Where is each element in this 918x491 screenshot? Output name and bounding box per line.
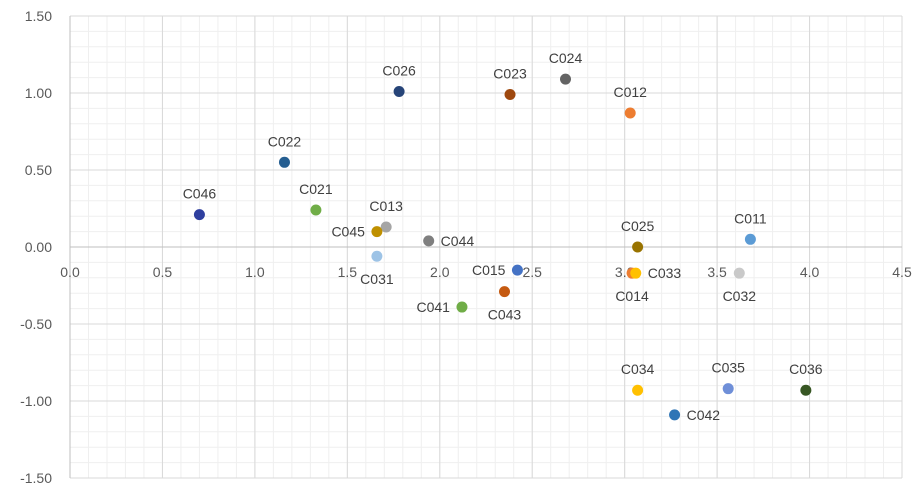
data-label-c044: C044 <box>441 233 475 249</box>
data-labels: C011 C012 C013 C014 C015 C021 C022 C023 C024 C025… <box>183 50 823 423</box>
data-label-c011: C011 <box>734 210 767 226</box>
y-tick-label: -1.00 <box>20 393 52 409</box>
data-point-c015 <box>511 264 523 276</box>
data-label-c031: C031 <box>360 271 394 287</box>
data-point-c023 <box>504 89 516 101</box>
data-label-c025: C025 <box>621 218 655 234</box>
x-tick-label: 1.5 <box>338 264 358 280</box>
data-point-c036 <box>800 384 812 396</box>
data-point-c035 <box>722 383 734 395</box>
x-tick-label: 1.0 <box>245 264 265 280</box>
data-label-c033: C033 <box>648 265 682 281</box>
x-tick-label: 2.5 <box>522 264 542 280</box>
y-tick-label: -1.50 <box>20 470 52 486</box>
data-point-c032 <box>733 267 745 279</box>
data-point-c041 <box>456 301 468 313</box>
data-point-c043 <box>498 286 510 298</box>
x-tick-label: 3.5 <box>707 264 727 280</box>
data-label-c041: C041 <box>416 299 450 315</box>
y-tick-label: 0.00 <box>25 239 52 255</box>
data-point-c022 <box>278 156 290 168</box>
y-tick-label: -0.50 <box>20 316 52 332</box>
data-point-c034 <box>632 384 644 396</box>
y-tick-label: 0.50 <box>25 162 52 178</box>
data-point-c044 <box>423 235 435 247</box>
data-label-c036: C036 <box>789 361 823 377</box>
data-label-c034: C034 <box>621 361 655 377</box>
x-tick-label: 0.5 <box>153 264 173 280</box>
tick-labels: 0.0 0.5 1.0 1.5 2.0 2.5 3.0 3.5 4.0 4.51.501.000.… <box>20 8 912 486</box>
data-label-c012: C012 <box>613 84 647 100</box>
data-point-c045 <box>371 226 383 238</box>
x-tick-label: 4.5 <box>892 264 912 280</box>
axes <box>69 16 902 478</box>
data-points <box>193 73 812 421</box>
data-label-c015: C015 <box>472 262 506 278</box>
data-label-c026: C026 <box>382 62 416 78</box>
x-tick-label: 0.0 <box>60 264 80 280</box>
data-label-c014: C014 <box>615 288 649 304</box>
data-label-c035: C035 <box>711 360 745 376</box>
data-label-c022: C022 <box>268 133 302 149</box>
data-point-c026 <box>393 85 405 97</box>
data-label-c032: C032 <box>723 288 757 304</box>
data-point-c011 <box>744 233 756 245</box>
data-point-c031 <box>371 250 383 262</box>
data-point-c021 <box>310 204 322 216</box>
data-point-c046 <box>193 209 205 221</box>
data-label-c042: C042 <box>687 407 721 423</box>
data-label-c021: C021 <box>299 181 333 197</box>
data-point-c033 <box>630 267 642 279</box>
data-point-c024 <box>560 73 572 85</box>
data-point-c042 <box>669 409 681 421</box>
data-label-c023: C023 <box>493 66 527 82</box>
x-tick-label: 2.0 <box>430 264 450 280</box>
data-point-c013 <box>380 221 392 233</box>
data-label-c046: C046 <box>183 186 217 202</box>
data-label-c024: C024 <box>549 50 583 66</box>
data-point-c025 <box>632 241 644 253</box>
data-point-c012 <box>624 107 636 119</box>
data-label-c013: C013 <box>369 198 403 214</box>
y-tick-label: 1.00 <box>25 85 52 101</box>
y-tick-label: 1.50 <box>25 8 52 24</box>
data-label-c043: C043 <box>488 307 522 323</box>
x-tick-label: 4.0 <box>800 264 820 280</box>
data-label-c045: C045 <box>331 224 365 240</box>
